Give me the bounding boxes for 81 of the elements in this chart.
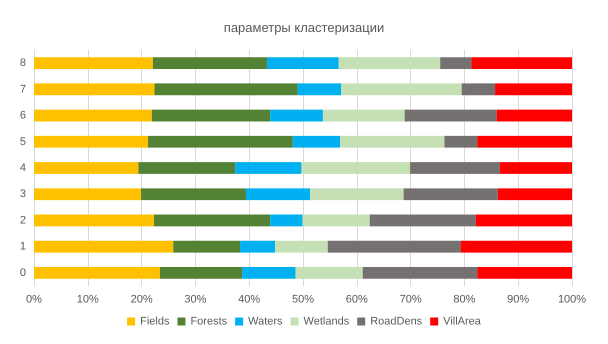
y-tick-label: 3 — [20, 188, 26, 200]
bar — [138, 162, 236, 174]
legend-label: VillArea — [443, 316, 482, 328]
bar — [410, 162, 500, 174]
bar — [34, 110, 152, 122]
bar — [302, 214, 370, 226]
bar — [270, 110, 323, 122]
bar — [270, 214, 302, 226]
bar — [152, 57, 267, 70]
bar — [275, 240, 328, 253]
bar — [34, 162, 138, 174]
y-tick-label: 5 — [20, 136, 26, 148]
x-tick-label: 10% — [76, 294, 100, 306]
y-tick-label: 0 — [20, 266, 26, 279]
bar — [154, 214, 270, 226]
bar — [310, 188, 404, 200]
bar — [362, 266, 478, 279]
y-tick-label: 7 — [20, 83, 26, 96]
bar — [338, 57, 440, 70]
bar — [301, 162, 410, 174]
bar — [154, 83, 298, 96]
legend-label: Fields — [140, 316, 170, 328]
bar — [322, 110, 405, 122]
x-tick-label: 40% — [238, 294, 260, 306]
bar — [460, 240, 572, 253]
bar — [141, 188, 246, 200]
bar — [477, 266, 572, 279]
bar — [173, 240, 240, 253]
legend-label: RoadDens — [370, 316, 423, 328]
bar — [471, 57, 572, 70]
bar — [246, 188, 310, 200]
bar — [496, 110, 572, 122]
x-tick-label: 60% — [346, 294, 368, 306]
bar — [500, 162, 572, 174]
y-tick-label: 2 — [20, 214, 26, 226]
chart-title: параметры кластеризации — [224, 20, 384, 35]
bar — [462, 83, 496, 96]
bar — [476, 214, 572, 226]
bar — [404, 188, 498, 200]
bar — [370, 214, 476, 226]
bar — [340, 136, 444, 148]
bar — [34, 214, 154, 226]
y-tick-label: 8 — [20, 57, 26, 70]
x-tick-label: 50% — [292, 294, 314, 306]
legend-label: Waters — [248, 316, 284, 328]
x-tick-label: 70% — [400, 294, 422, 306]
bar — [34, 240, 174, 253]
bar — [498, 188, 572, 200]
bar — [34, 57, 153, 70]
bar — [160, 266, 242, 279]
x-tick-label: 30% — [184, 294, 207, 306]
x-tick-label: 80% — [453, 294, 476, 306]
bar — [404, 110, 497, 122]
bar — [440, 57, 472, 70]
bar — [295, 266, 363, 279]
y-tick-label: 4 — [20, 162, 26, 174]
bar — [34, 83, 155, 96]
legend-label: Forests — [190, 316, 228, 328]
x-tick-label: 20% — [130, 294, 153, 306]
y-tick-label: 6 — [20, 110, 26, 122]
y-tick-label: 1 — [20, 240, 26, 253]
x-tick-label: 100% — [558, 294, 586, 306]
bar — [328, 240, 461, 253]
bar — [298, 83, 342, 96]
bar — [444, 136, 478, 148]
bar — [477, 136, 572, 148]
bar — [242, 266, 296, 279]
bar — [148, 136, 293, 148]
bar — [341, 83, 462, 96]
legend-label: Wetlands — [304, 316, 350, 328]
bar — [34, 266, 160, 279]
bar — [495, 83, 572, 96]
bar — [235, 162, 302, 174]
bar — [152, 110, 270, 122]
x-tick-label: 0% — [26, 294, 42, 306]
bar — [266, 57, 339, 70]
bar — [34, 188, 142, 200]
x-tick-label: 90% — [507, 294, 530, 306]
bar — [34, 136, 148, 148]
bar — [240, 240, 276, 253]
bar — [292, 136, 340, 148]
